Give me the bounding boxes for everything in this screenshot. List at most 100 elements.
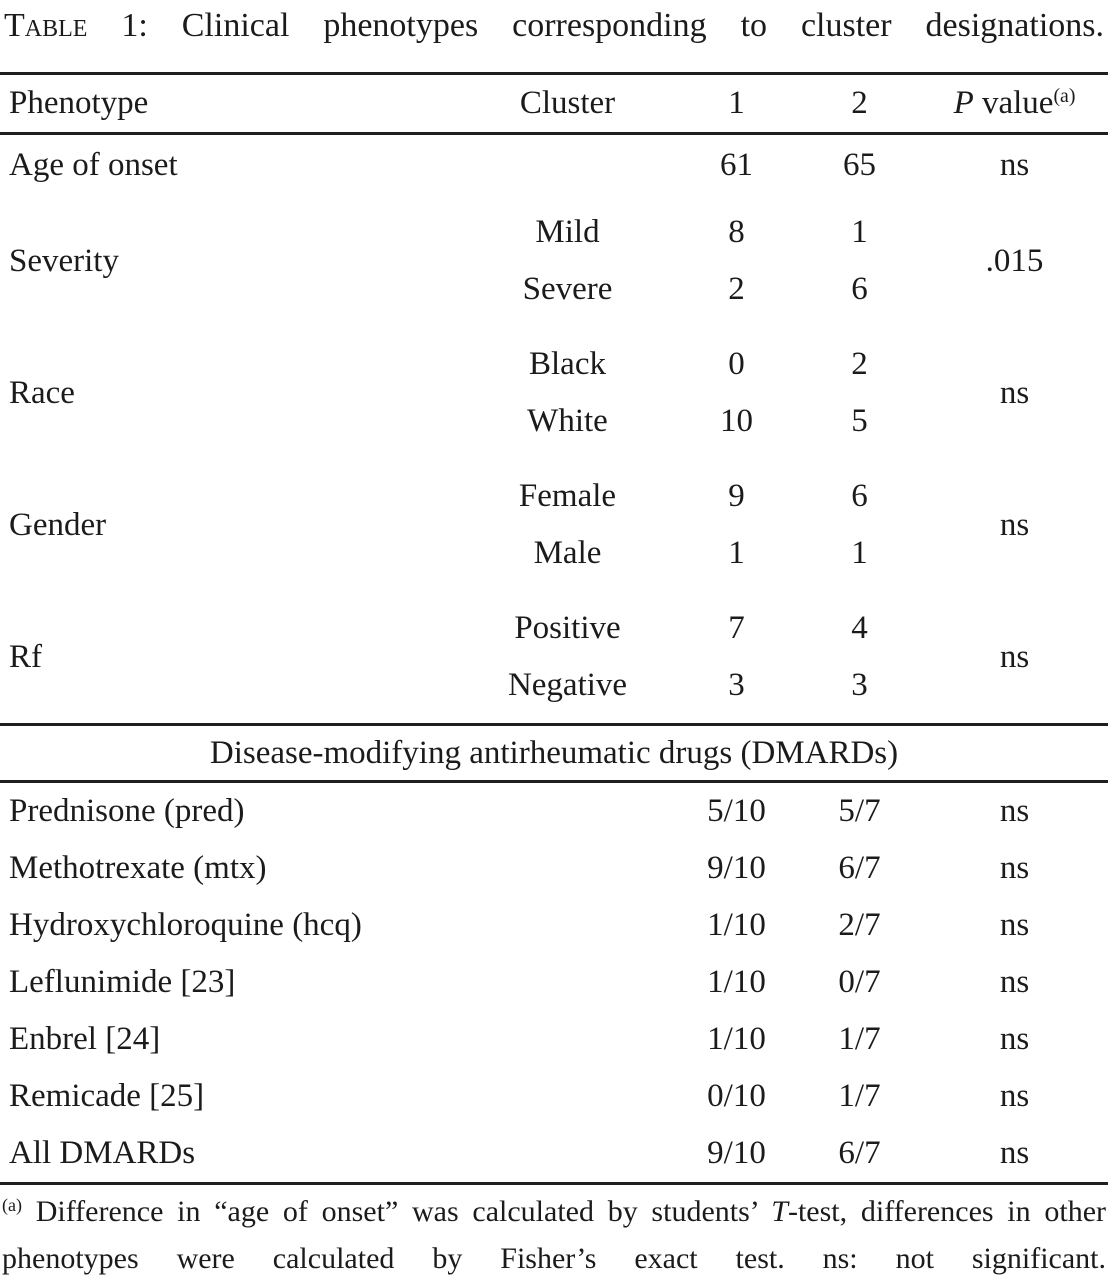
- cluster1-value: 8: [728, 214, 745, 250]
- bottom-rule: [0, 1182, 1108, 1185]
- table-caption: Table 1: Clinical phenotypes correspondi…: [0, 0, 1108, 72]
- table-row-group-race: Race Black 0 2 White 10 5 ns: [0, 327, 1108, 459]
- pvalue-cell: ns: [999, 146, 1030, 183]
- pvalue-cell: ns: [999, 1078, 1030, 1114]
- table-row-enbrel: Enbrel [24] 1/10 1/7 ns: [0, 1011, 1108, 1068]
- phenotype-cell: Hydroxychloroquine (hcq): [9, 907, 362, 943]
- phenotype-cell: Prednisone (pred): [9, 793, 245, 829]
- footnote-italic-t: T: [771, 1195, 788, 1228]
- cluster2-value: 6: [851, 478, 868, 514]
- pvalue-cell: .015: [985, 242, 1044, 279]
- pvalue-cell: ns: [999, 964, 1030, 1000]
- cluster1-value: 10: [720, 403, 753, 439]
- table-row-group-gender: Gender Female 9 6 Male 1 1 ns: [0, 459, 1108, 591]
- table-footnote: (a) Difference in “age of onset” was cal…: [0, 1185, 1108, 1280]
- cluster2-value: 2/7: [838, 907, 881, 943]
- phenotype-cell: Leflunimide [23]: [9, 964, 236, 1000]
- cluster2-value: 3: [851, 667, 868, 703]
- phenotype-cell: Enbrel [24]: [9, 1021, 161, 1057]
- cluster2-value: 1: [851, 214, 868, 250]
- cluster1-value: 1/10: [707, 907, 766, 943]
- phenotype-cell: All DMARDs: [9, 1135, 196, 1171]
- pvalue-cell: ns: [999, 907, 1030, 943]
- cluster1-value: 1: [728, 535, 745, 571]
- cluster1-value: 1/10: [707, 964, 766, 1000]
- footnote-text-2: -test, differences in other phenotypes w…: [2, 1195, 1106, 1275]
- cluster2-value: 1/7: [838, 1021, 881, 1057]
- p-value-rest: value: [973, 85, 1054, 121]
- subcategory-cell: Black: [529, 346, 606, 382]
- table-row-hydroxychloroquine: Hydroxychloroquine (hcq) 1/10 2/7 ns: [0, 897, 1108, 954]
- subcategory-cell: Negative: [507, 667, 628, 703]
- top-rule: [0, 72, 1108, 75]
- cluster2-value: 6: [851, 271, 868, 307]
- header-p-value: P value(a): [921, 85, 1108, 122]
- cluster1-value: 7: [728, 610, 745, 646]
- table-row-all-dmards: All DMARDs 9/10 6/7 ns: [0, 1125, 1108, 1182]
- pvalue-cell: ns: [999, 850, 1030, 886]
- table-row-age-of-onset: Age of onset 61 65 ns: [0, 135, 1108, 195]
- table-row-group-rf: Rf Positive 7 4 Negative 3 3 ns: [0, 591, 1108, 723]
- cluster2-value: 0/7: [838, 964, 881, 1000]
- cluster2-value: 5/7: [838, 793, 881, 829]
- p-value-footnote-marker: (a): [1053, 85, 1076, 108]
- phenotype-cell: Race: [9, 374, 75, 411]
- phenotype-cell: Severity: [9, 242, 119, 279]
- cluster1-value: 61: [720, 146, 753, 183]
- cluster2-value: 2: [851, 346, 868, 382]
- phenotype-cell: Age of onset: [9, 146, 178, 183]
- subcategory-cell: White: [527, 403, 608, 439]
- table-row-group-severity: Severity Mild 8 1 Severe 2 6 .015: [0, 195, 1108, 327]
- pvalue-cell: ns: [999, 1021, 1030, 1057]
- header-cluster-2: 2: [851, 85, 868, 121]
- cluster1-value: 1/10: [707, 1021, 766, 1057]
- phenotype-cell: Gender: [9, 506, 107, 543]
- p-value-italic-p: P: [953, 85, 974, 121]
- cluster1-value: 3: [728, 667, 745, 703]
- table-row-prednisone: Prednisone (pred) 5/10 5/7 ns: [0, 783, 1108, 840]
- header-rule: [0, 132, 1108, 135]
- header-cluster-1: 1: [728, 85, 745, 121]
- phenotype-cell: Remicade [25]: [9, 1078, 205, 1114]
- pvalue-cell: ns: [999, 506, 1030, 543]
- cluster1-value: 0/10: [707, 1078, 766, 1114]
- table-caption-label: Table: [4, 7, 88, 44]
- subcategory-cell: Male: [533, 535, 602, 571]
- subcategory-cell: Severe: [522, 271, 613, 307]
- cluster2-value: 65: [843, 146, 876, 183]
- table-caption-text: 1: Clinical phenotypes corresponding to …: [87, 7, 1104, 44]
- phenotype-cell: Methotrexate (mtx): [9, 850, 267, 886]
- cluster2-value: 6/7: [838, 850, 881, 886]
- pvalue-cell: ns: [999, 793, 1030, 829]
- pvalue-cell: ns: [999, 374, 1030, 411]
- cluster1-value: 0: [728, 346, 745, 382]
- table-row-leflunimide: Leflunimide [23] 1/10 0/7 ns: [0, 954, 1108, 1011]
- footnote-marker: (a): [2, 1195, 22, 1216]
- header-cluster: Cluster: [519, 85, 616, 121]
- table-row-methotrexate: Methotrexate (mtx) 9/10 6/7 ns: [0, 840, 1108, 897]
- pvalue-cell: ns: [999, 1135, 1030, 1171]
- cluster2-value: 5: [851, 403, 868, 439]
- cluster2-value: 1: [851, 535, 868, 571]
- cluster1-value: 9/10: [707, 1135, 766, 1171]
- section-top-rule: [0, 723, 1108, 726]
- cluster1-value: 5/10: [707, 793, 766, 829]
- cluster1-value: 9/10: [707, 850, 766, 886]
- cluster1-value: 2: [728, 271, 745, 307]
- subcategory-cell: Positive: [514, 610, 621, 646]
- section-bottom-rule: [0, 780, 1108, 783]
- pvalue-cell: ns: [999, 638, 1030, 675]
- table-header-row: Phenotype Cluster 1 2 P value(a): [0, 75, 1108, 132]
- table-row-remicade: Remicade [25] 0/10 1/7 ns: [0, 1068, 1108, 1125]
- subcategory-cell: Mild: [535, 214, 600, 250]
- header-phenotype: Phenotype: [9, 85, 149, 121]
- cluster2-value: 6/7: [838, 1135, 881, 1171]
- dmards-section-header: Disease-modifying antirheumatic drugs (D…: [209, 734, 899, 771]
- phenotype-cell: Rf: [9, 638, 42, 675]
- subcategory-cell: Female: [518, 478, 617, 514]
- cluster1-value: 9: [728, 478, 745, 514]
- footnote-text-1: Difference in “age of onset” was calcula…: [21, 1195, 772, 1228]
- cluster2-value: 1/7: [838, 1078, 881, 1114]
- cluster2-value: 4: [851, 610, 868, 646]
